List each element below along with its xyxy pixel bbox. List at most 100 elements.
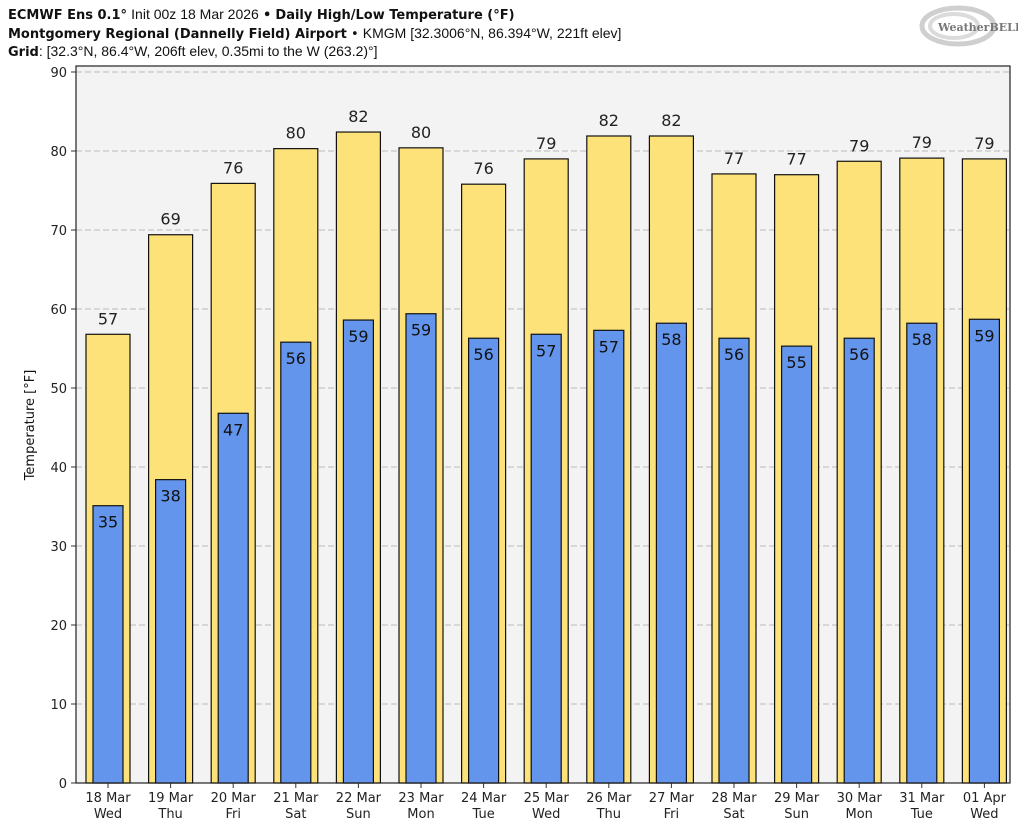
y-tick-label: 60 — [50, 303, 67, 318]
low-temp-bar — [780, 345, 813, 784]
high-temp-label: 76 — [473, 159, 493, 178]
low-temp-label: 47 — [223, 420, 243, 439]
x-tick-weekday: Sun — [346, 807, 371, 822]
chart-title: Daily High/Low Temperature (°F) — [275, 8, 515, 23]
x-tick-weekday: Sun — [784, 807, 809, 822]
low-temp-label: 58 — [912, 330, 932, 349]
x-tick-date: 01 Apr — [963, 791, 1007, 806]
weatherbell-logo: WeatherBELL — [919, 5, 1018, 47]
y-tick-label: 80 — [50, 145, 67, 160]
x-tick-date: 20 Mar — [211, 791, 257, 806]
high-temp-label: 69 — [160, 210, 180, 229]
x-tick-weekday: Mon — [407, 807, 434, 822]
low-temp-bar — [655, 322, 688, 784]
x-tick-weekday: Wed — [970, 807, 998, 822]
low-temp-label: 59 — [974, 326, 994, 345]
low-temp-bar — [217, 412, 249, 784]
x-tick-date: 23 Mar — [398, 791, 444, 806]
high-temp-label: 77 — [724, 149, 744, 168]
y-tick-label: 30 — [50, 540, 67, 555]
y-tick-label: 50 — [50, 382, 67, 397]
low-temp-bar — [342, 319, 374, 784]
high-temp-label: 79 — [974, 134, 994, 153]
high-temp-label: 82 — [661, 111, 681, 130]
low-temp-label: 57 — [536, 341, 556, 360]
x-tick-date: 24 Mar — [461, 791, 507, 806]
x-tick-date: 25 Mar — [524, 791, 570, 806]
low-temp-label: 55 — [786, 353, 806, 372]
x-tick-weekday: Sat — [285, 807, 306, 822]
low-temp-label: 56 — [724, 345, 744, 364]
high-temp-label: 57 — [98, 309, 118, 328]
low-temp-bar — [906, 322, 938, 784]
y-axis-label: Temperature [°F] — [23, 370, 38, 482]
low-temp-bar — [530, 333, 562, 784]
y-tick-label: 70 — [50, 224, 67, 239]
x-tick-weekday: Mon — [845, 807, 872, 822]
low-temp-label: 38 — [160, 487, 180, 506]
x-tick-date: 21 Mar — [273, 791, 319, 806]
low-temp-bar — [280, 341, 312, 784]
low-temp-label: 59 — [411, 321, 431, 340]
y-tick-label: 90 — [50, 66, 67, 81]
low-temp-bar — [593, 329, 625, 784]
low-temp-bar — [718, 337, 750, 784]
low-temp-bar — [405, 313, 437, 784]
grid-info: : [32.3°N, 86.4°W, 206ft elev, 0.35mi to… — [38, 43, 378, 59]
low-temp-label: 57 — [599, 337, 619, 356]
y-tick-label: 20 — [50, 619, 67, 634]
init-time: Init 00z 18 Mar 2026 — [131, 6, 259, 22]
high-temp-label: 82 — [599, 111, 619, 130]
high-temp-label: 76 — [223, 158, 243, 177]
title-line: ECMWF Ens 0.1° Init 00z 18 Mar 2026 • Da… — [8, 6, 515, 23]
x-tick-date: 30 Mar — [837, 791, 883, 806]
high-temp-label: 80 — [411, 123, 431, 142]
x-tick-weekday: Thu — [596, 807, 621, 822]
x-tick-weekday: Fri — [664, 807, 680, 822]
low-temp-label: 35 — [98, 513, 118, 532]
high-temp-label: 79 — [536, 134, 556, 153]
low-temp-label: 56 — [286, 349, 306, 368]
separator: • — [350, 27, 359, 42]
low-temp-bar — [155, 479, 187, 784]
low-temp-label: 58 — [661, 330, 681, 349]
x-tick-weekday: Thu — [157, 807, 182, 822]
x-tick-date: 31 Mar — [899, 791, 945, 806]
x-tick-weekday: Sat — [723, 807, 744, 822]
x-tick-weekday: Tue — [910, 807, 933, 822]
high-temp-label: 79 — [912, 133, 932, 152]
model-name: ECMWF Ens 0.1° — [8, 8, 128, 23]
x-tick-date: 27 Mar — [649, 791, 695, 806]
logo-text: WeatherBELL — [937, 21, 1018, 34]
x-tick-date: 22 Mar — [336, 791, 382, 806]
x-tick-weekday: Wed — [532, 807, 560, 822]
station-line: Montgomery Regional (Dannelly Field) Air… — [8, 25, 621, 42]
low-temp-bar — [843, 337, 875, 784]
grid-line: Grid: [32.3°N, 86.4°W, 206ft elev, 0.35m… — [8, 43, 378, 60]
plot-frame — [75, 65, 1011, 784]
high-temp-label: 77 — [786, 150, 806, 169]
low-temp-bar — [968, 318, 1001, 784]
low-temp-bar — [92, 505, 124, 784]
low-temp-label: 56 — [473, 345, 493, 364]
x-tick-date: 19 Mar — [148, 791, 194, 806]
low-temp-bar — [468, 337, 500, 784]
high-temp-label: 79 — [849, 136, 869, 155]
station-info: KMGM [32.3006°N, 86.394°W, 221ft elev] — [362, 25, 622, 41]
low-temp-label: 56 — [849, 345, 869, 364]
y-tick-label: 0 — [59, 777, 67, 792]
y-tick-label: 40 — [50, 461, 67, 476]
high-temp-label: 82 — [348, 107, 368, 126]
x-tick-date: 28 Mar — [711, 791, 757, 806]
x-tick-weekday: Tue — [471, 807, 494, 822]
x-tick-date: 18 Mar — [85, 791, 131, 806]
grid-label: Grid — [8, 45, 39, 60]
x-tick-weekday: Fri — [225, 807, 241, 822]
low-temp-label: 59 — [348, 327, 368, 346]
separator: • — [262, 8, 272, 23]
y-tick-label: 10 — [50, 698, 67, 713]
high-temp-label: 80 — [286, 124, 306, 143]
x-tick-weekday: Wed — [94, 807, 122, 822]
x-tick-date: 29 Mar — [774, 791, 820, 806]
